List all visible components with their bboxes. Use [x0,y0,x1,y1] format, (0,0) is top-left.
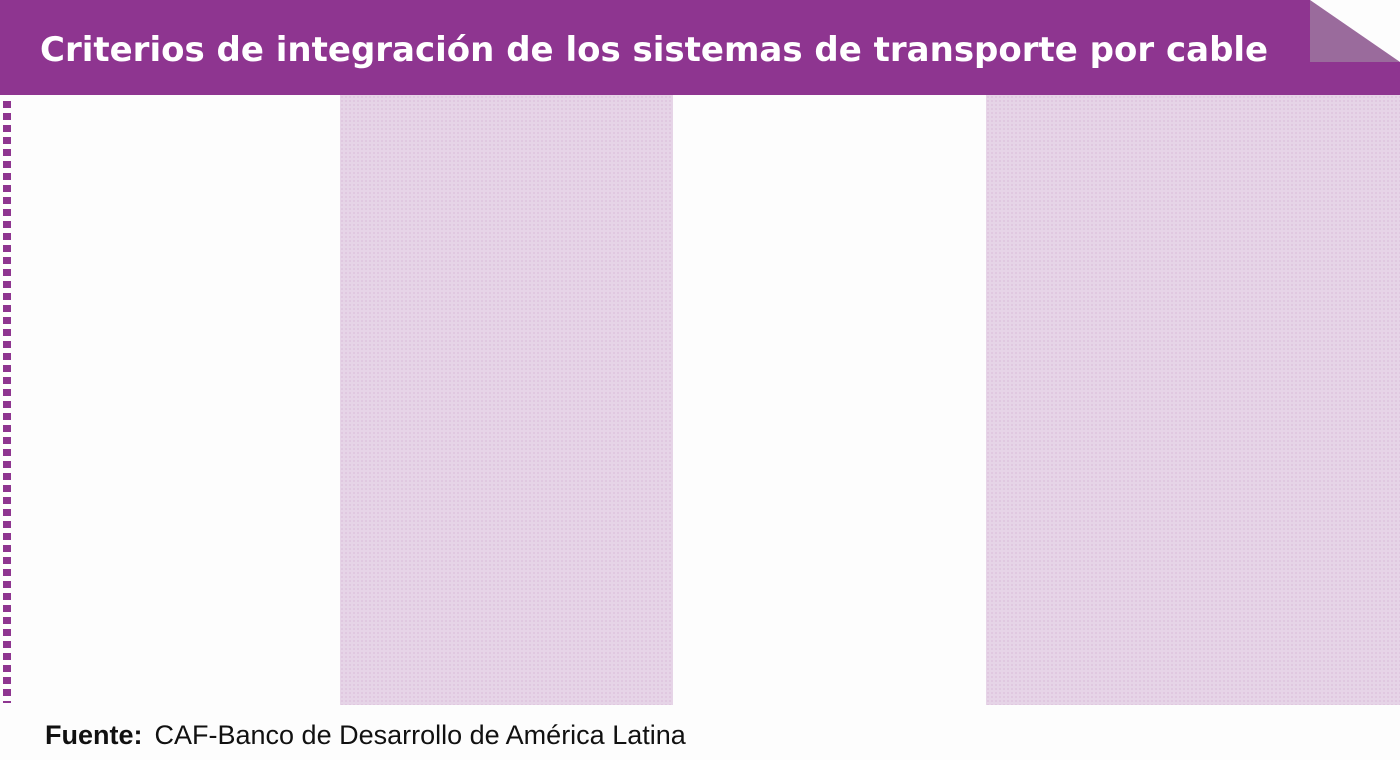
column-band-1 [340,95,673,705]
column-band-2 [986,95,1400,705]
source-note: Fuente: CAF-Banco de Desarrollo de Améric… [45,718,686,752]
source-value: CAF-Banco de Desarrollo de América Latin… [154,720,686,750]
source-label: Fuente: [45,720,143,750]
page-corner-fold-icon [1310,0,1400,62]
page-title: Criterios de integración de los sistemas… [40,30,1269,70]
header-bar: Criterios de integración de los sistemas… [0,0,1400,95]
dotted-divider [3,101,11,703]
